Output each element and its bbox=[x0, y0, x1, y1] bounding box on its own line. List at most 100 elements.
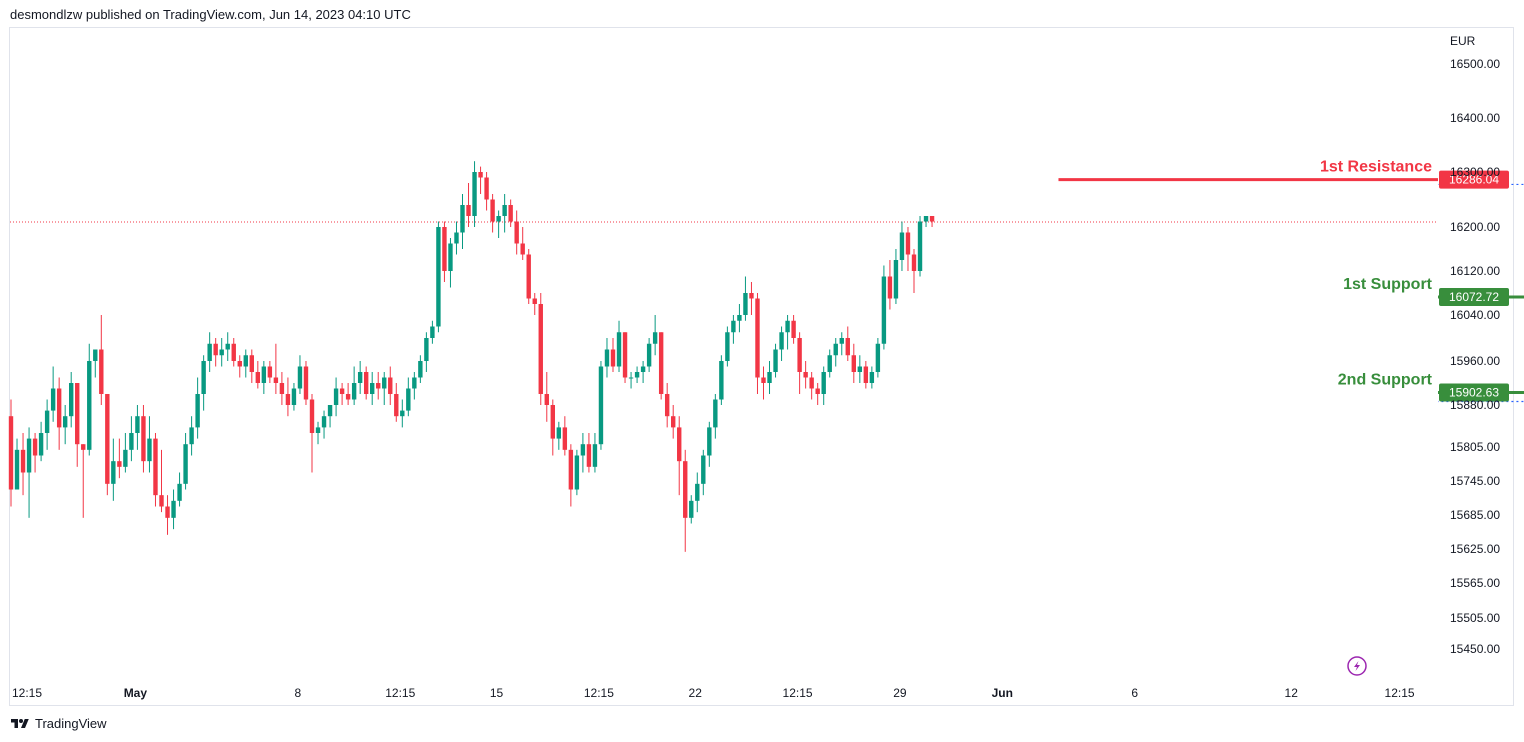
candle bbox=[604, 338, 610, 378]
candle-body bbox=[604, 349, 610, 367]
candle bbox=[707, 421, 712, 467]
candle-body bbox=[592, 444, 598, 467]
candle-body bbox=[315, 427, 321, 433]
candle bbox=[755, 293, 760, 394]
candle-body bbox=[117, 461, 122, 467]
candle-body bbox=[44, 410, 50, 433]
candle-body bbox=[929, 216, 935, 222]
candle-body bbox=[580, 444, 586, 456]
candle-body bbox=[183, 444, 188, 484]
candle-body bbox=[574, 455, 580, 490]
candle bbox=[303, 361, 309, 405]
candle bbox=[249, 349, 254, 383]
brand-footer[interactable]: TradingView bbox=[10, 716, 107, 731]
candle bbox=[225, 332, 230, 361]
x-tick-label: 12:15 bbox=[783, 686, 813, 700]
candle bbox=[875, 338, 881, 378]
candle bbox=[388, 366, 393, 405]
candle bbox=[532, 293, 537, 315]
candle-body bbox=[869, 372, 875, 383]
candle-body bbox=[69, 383, 74, 417]
candle-body bbox=[616, 332, 622, 367]
fib-retracement[interactable]: 0.786(16277.38)0(15886.43) bbox=[1438, 168, 1524, 555]
candle-body bbox=[442, 227, 447, 271]
candle bbox=[189, 416, 194, 456]
candle-body bbox=[424, 338, 429, 361]
candle-body bbox=[526, 254, 531, 299]
time-axis[interactable]: 12:15 May 8 12:15 15 12:15 22 12:15 29 Jun 6 12 12:1… bbox=[12, 686, 1415, 700]
candle-body bbox=[508, 205, 513, 222]
candle bbox=[273, 343, 279, 394]
candle bbox=[478, 166, 483, 194]
candle-body bbox=[207, 343, 212, 361]
candle bbox=[351, 366, 357, 405]
candle bbox=[743, 276, 748, 321]
y-tick-label: 16300.00 bbox=[1450, 165, 1500, 179]
candle bbox=[695, 472, 700, 513]
candle-body bbox=[153, 438, 158, 496]
candle bbox=[689, 495, 694, 524]
candle-body bbox=[767, 372, 772, 383]
candle bbox=[345, 383, 351, 405]
candle bbox=[147, 416, 152, 473]
candle bbox=[881, 265, 887, 350]
candle bbox=[646, 338, 652, 372]
brand-name: TradingView bbox=[35, 716, 107, 731]
candle-body bbox=[628, 377, 634, 379]
candle-body bbox=[586, 444, 592, 467]
x-tick-label: Jun bbox=[992, 686, 1013, 700]
candle-body bbox=[761, 377, 766, 383]
candle bbox=[14, 438, 20, 490]
x-tick-label: 8 bbox=[295, 686, 302, 700]
candle bbox=[183, 433, 188, 490]
candle-body bbox=[797, 338, 802, 372]
candle-body bbox=[327, 405, 333, 417]
candle bbox=[376, 372, 381, 400]
candle bbox=[321, 410, 327, 439]
candle-body bbox=[737, 315, 742, 321]
candle bbox=[279, 372, 285, 405]
candle-body bbox=[81, 444, 86, 450]
y-tick-label: 16500.00 bbox=[1450, 57, 1500, 71]
candle bbox=[454, 221, 459, 255]
candle bbox=[592, 433, 598, 473]
price-badge-value: 16286.04 bbox=[1449, 173, 1499, 187]
candle-body bbox=[514, 221, 519, 244]
candle bbox=[69, 372, 74, 428]
candle-body bbox=[171, 500, 176, 518]
price-axis[interactable]: EUR 16500.00 16400.00 16300.00 16200.00 1612… bbox=[1450, 34, 1500, 656]
candle-body bbox=[418, 361, 423, 378]
candle-body bbox=[689, 500, 694, 518]
candle-body bbox=[105, 394, 110, 484]
candle-body bbox=[351, 383, 357, 400]
candle bbox=[514, 210, 519, 255]
candle bbox=[237, 355, 242, 378]
candle-body bbox=[141, 416, 146, 462]
candle bbox=[466, 183, 471, 227]
candle bbox=[929, 216, 935, 227]
candle bbox=[111, 438, 116, 501]
candle-body bbox=[460, 205, 465, 233]
candle bbox=[677, 416, 682, 496]
candle-body bbox=[436, 227, 441, 327]
replay-icon[interactable] bbox=[1347, 656, 1367, 676]
candle-body bbox=[333, 388, 339, 405]
candle bbox=[291, 383, 297, 411]
x-tick-label: May bbox=[124, 686, 148, 700]
candle-body bbox=[610, 349, 616, 367]
candle bbox=[8, 399, 14, 507]
candle bbox=[50, 366, 56, 422]
candle-body bbox=[701, 455, 706, 484]
levels-group[interactable]: 1st Resistance 16286.04 1st Support 16072.7… bbox=[1058, 159, 1524, 402]
candle-body bbox=[273, 377, 279, 383]
candle bbox=[827, 349, 832, 378]
candle-body bbox=[893, 260, 899, 299]
candle bbox=[731, 315, 736, 344]
candle bbox=[357, 361, 363, 394]
candle bbox=[719, 355, 724, 405]
chart-frame bbox=[9, 27, 1514, 706]
candle bbox=[243, 349, 248, 378]
y-tick-label: 16040.00 bbox=[1450, 308, 1500, 322]
candle bbox=[75, 383, 80, 467]
